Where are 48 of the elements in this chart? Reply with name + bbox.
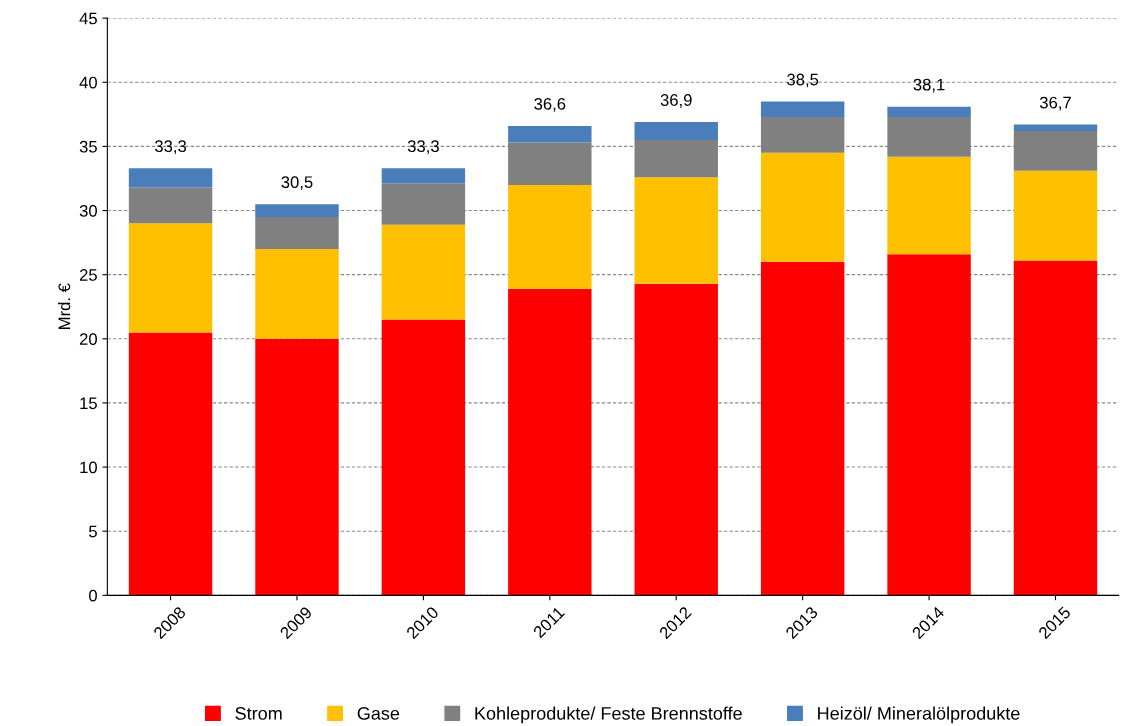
bar bbox=[128, 332, 213, 596]
bar bbox=[128, 168, 213, 188]
y-axis-title: Mrd. € bbox=[58, 283, 71, 329]
total-label: 33,3 bbox=[154, 140, 187, 155]
y-tick-label: 0 bbox=[89, 589, 97, 602]
bar bbox=[508, 125, 592, 143]
y-tick-label: 10 bbox=[80, 461, 97, 474]
total-label: 33,3 bbox=[407, 140, 439, 155]
bar bbox=[255, 249, 339, 339]
legend-label: Heizöl/ Mineralölprodukte bbox=[818, 706, 1020, 724]
total-label: 36,6 bbox=[534, 97, 566, 112]
bar bbox=[634, 177, 718, 284]
bar bbox=[760, 152, 845, 262]
bar bbox=[255, 338, 339, 596]
bar bbox=[760, 101, 845, 117]
total-label: 38,5 bbox=[787, 73, 819, 88]
bar bbox=[508, 288, 592, 596]
total-label: 36,7 bbox=[1039, 96, 1071, 111]
bar bbox=[1013, 260, 1098, 596]
y-tick-label: 30 bbox=[79, 204, 97, 217]
bar bbox=[887, 156, 971, 255]
bar bbox=[381, 319, 466, 596]
bar bbox=[760, 261, 845, 596]
legend-label: Gase bbox=[357, 707, 400, 720]
legend-label: Kohleprodukte/ Feste Brennstoffe bbox=[475, 706, 742, 724]
y-tick-label: 45 bbox=[79, 12, 97, 25]
bar bbox=[634, 283, 718, 596]
y-tick-label: 35 bbox=[79, 140, 97, 153]
legend-label: Strom bbox=[235, 707, 282, 720]
y-tick-label: 5 bbox=[89, 525, 97, 538]
y-tick-label: 40 bbox=[79, 76, 97, 89]
total-label: 38,1 bbox=[913, 78, 945, 93]
bar bbox=[1013, 170, 1098, 261]
bar bbox=[381, 168, 466, 184]
bar bbox=[1013, 124, 1098, 132]
y-tick-label: 25 bbox=[79, 269, 97, 281]
y-tick-label: 15 bbox=[80, 397, 97, 410]
total-label: 36,9 bbox=[660, 94, 692, 108]
bar bbox=[887, 106, 971, 117]
bar bbox=[128, 223, 213, 333]
bar bbox=[255, 216, 339, 250]
bar bbox=[887, 254, 971, 596]
bar bbox=[381, 224, 466, 320]
bar bbox=[508, 184, 592, 289]
bar bbox=[634, 122, 718, 140]
bar bbox=[255, 204, 339, 217]
y-tick-label: 20 bbox=[79, 333, 97, 345]
total-label: 30,5 bbox=[281, 176, 313, 190]
